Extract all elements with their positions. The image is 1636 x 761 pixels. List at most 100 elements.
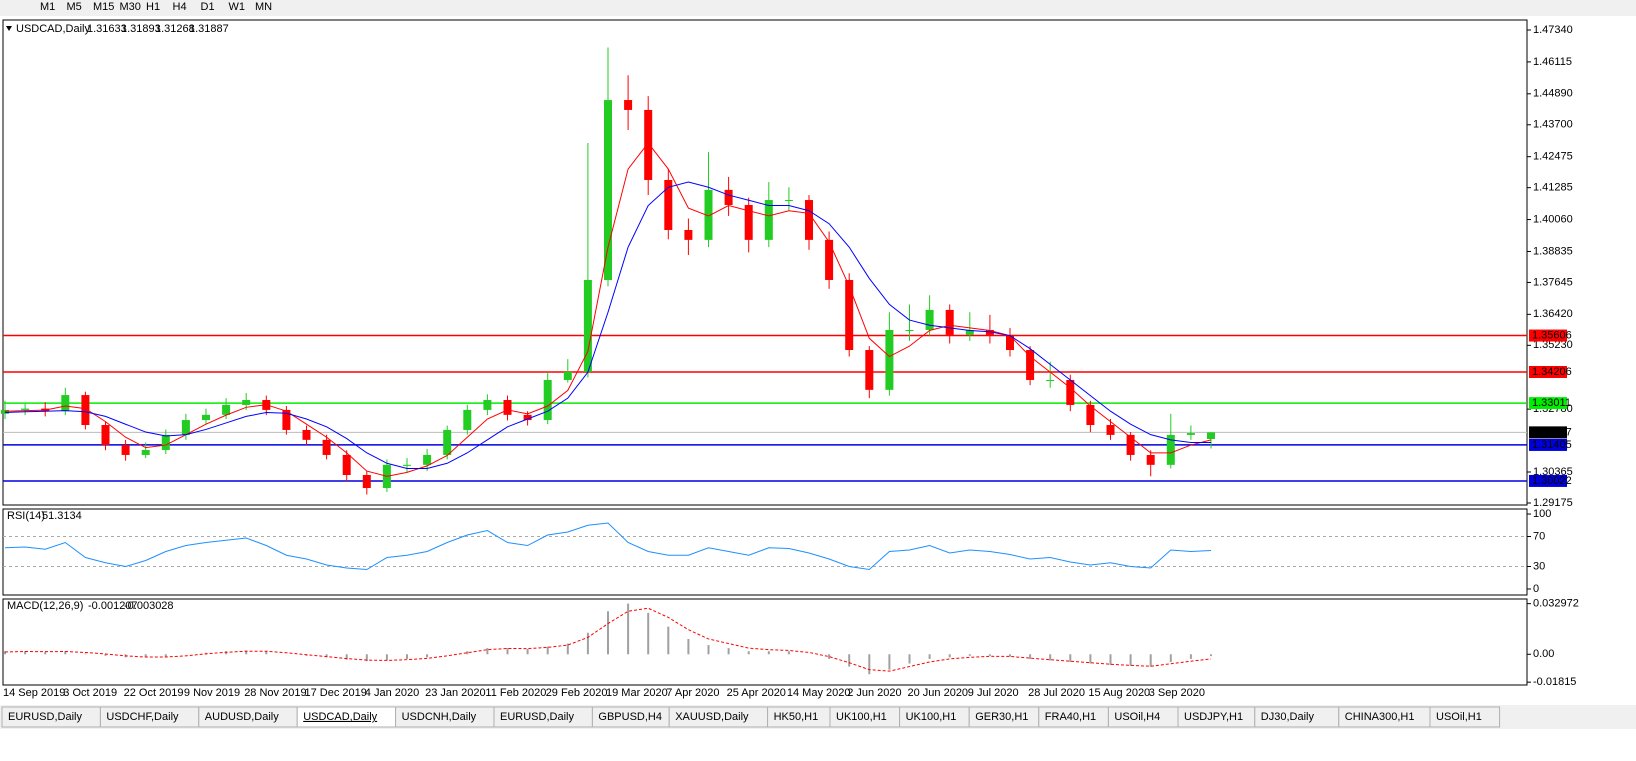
y-tick-label: 1.46115 [1533, 56, 1572, 68]
x-tick-label: 15 Aug 2020 [1088, 687, 1150, 699]
candle-body [121, 445, 130, 455]
y-tick-label: 1.42475 [1533, 151, 1573, 163]
tab-label[interactable]: DJ30,Daily [1261, 711, 1315, 723]
candle-body [161, 434, 170, 451]
y-tick-label: 1.40060 [1533, 213, 1573, 225]
tab-label[interactable]: EURUSD,Daily [500, 711, 574, 723]
candle-body [704, 189, 713, 240]
y-tick-label: 0 [1533, 583, 1539, 595]
candle-body [242, 400, 251, 405]
x-tick-label: 2 Jun 2020 [847, 687, 901, 699]
timeframe-button[interactable]: MN [255, 1, 272, 13]
candle-body [423, 454, 432, 465]
timeframe-button[interactable]: M30 [120, 1, 141, 13]
chart-title: USDCAD,Daily [16, 23, 90, 35]
candle-body [483, 400, 492, 410]
tab-label[interactable]: AUDUSD,Daily [205, 711, 279, 723]
tab-label[interactable]: GER30,H1 [975, 711, 1028, 723]
candle-body [1166, 434, 1175, 465]
y-tick-label: 1.36420 [1533, 308, 1573, 320]
candle-body [21, 408, 30, 410]
tab-label[interactable]: USDCHF,Daily [106, 711, 179, 723]
candle-body [624, 100, 633, 110]
tab-label[interactable]: USDJPY,H1 [1184, 711, 1243, 723]
candle-body [905, 329, 914, 331]
current-price-label: 1.31887 [1532, 426, 1572, 438]
tab-label[interactable]: UK100,H1 [906, 711, 957, 723]
candle-body [925, 309, 934, 330]
tab-label[interactable]: CHINA300,H1 [1345, 711, 1415, 723]
candle-body [523, 414, 532, 421]
timeframe-button[interactable]: M5 [67, 1, 82, 13]
candle-body [664, 179, 673, 230]
tab-label[interactable]: USDCNH,Daily [402, 711, 477, 723]
candle-body [1006, 334, 1014, 351]
x-tick-label: 11 Feb 2020 [485, 687, 546, 699]
tab-label[interactable]: FRA40,H1 [1045, 711, 1096, 723]
candle-body [1146, 454, 1155, 465]
panel-frame [2, 598, 1528, 686]
y-tick-label: 0.032972 [1533, 598, 1579, 610]
x-tick-label: 3 Oct 2019 [63, 687, 117, 699]
tab-label[interactable]: USOil,H4 [1114, 711, 1160, 723]
candle-body [845, 279, 854, 351]
candle-body [784, 200, 793, 202]
x-tick-label: 14 May 2020 [787, 687, 851, 699]
candle-body [744, 204, 753, 240]
timeframe-button[interactable]: M1 [40, 1, 55, 13]
tab-label[interactable]: HK50,H1 [774, 711, 819, 723]
candle-body [403, 464, 411, 466]
timeframe-button[interactable]: H4 [173, 1, 187, 13]
candle-body [503, 400, 512, 415]
x-tick-label: 19 Mar 2020 [606, 687, 668, 699]
tab-label[interactable]: GBPUSD,H4 [598, 711, 662, 723]
panel-frame [2, 508, 1528, 596]
x-tick-label: 7 Apr 2020 [666, 687, 719, 699]
candle-body [985, 329, 994, 335]
candle-body [362, 475, 371, 489]
indicator-title: RSI(14) [7, 510, 45, 522]
menu-arrow[interactable] [6, 26, 12, 31]
y-tick-label: 1.41285 [1533, 182, 1573, 194]
x-tick-label: 28 Nov 2019 [244, 687, 306, 699]
indicator-value: -0.001207 [88, 600, 138, 612]
tab-label[interactable]: EURUSD,Daily [8, 711, 82, 723]
candle-body [865, 350, 874, 390]
toolbar [0, 0, 1636, 16]
tab-label[interactable]: UK100,H1 [836, 711, 887, 723]
candle-body [1086, 404, 1095, 426]
candle-body [1126, 434, 1135, 455]
timeframe-button[interactable]: D1 [201, 1, 215, 13]
timeframe-button[interactable]: H1 [146, 1, 160, 13]
y-tick-label: 1.38835 [1533, 245, 1573, 257]
candle-body [302, 429, 311, 440]
x-tick-label: 9 Nov 2019 [184, 687, 240, 699]
current-price-box [1529, 426, 1567, 439]
timeframe-button[interactable]: M15 [93, 1, 114, 13]
y-tick-label: 1.43700 [1533, 119, 1573, 131]
x-tick-label: 9 Jul 2020 [968, 687, 1019, 699]
rsi-line [4, 522, 1212, 571]
panel-frame [2, 19, 1528, 506]
indicator-value: -0.003028 [124, 600, 174, 612]
x-tick-label: 4 Jan 2020 [365, 687, 419, 699]
candle-body [885, 329, 894, 390]
candle-body [945, 309, 954, 335]
tab-label[interactable]: USOil,H1 [1436, 711, 1482, 723]
y-tick-label: 0.00 [1533, 648, 1554, 660]
indicator-value: 51.3134 [42, 510, 82, 522]
y-tick-label: 1.35230 [1533, 339, 1573, 351]
timeframe-button[interactable]: W1 [229, 1, 246, 13]
candle-body [141, 450, 150, 455]
tab-label[interactable]: USDCAD,Daily [303, 711, 377, 723]
candle-body [1207, 432, 1215, 439]
level-label-box [1529, 329, 1567, 342]
level-label: 1.30022 [1532, 475, 1572, 487]
tab-label[interactable]: XAUUSD,Daily [675, 711, 749, 723]
y-tick-label: 100 [1533, 508, 1551, 520]
ohlc-value: 1.31893 [121, 23, 161, 35]
tab[interactable] [1429, 706, 1501, 728]
candle-body [101, 425, 110, 446]
level-label-box [1529, 397, 1567, 410]
